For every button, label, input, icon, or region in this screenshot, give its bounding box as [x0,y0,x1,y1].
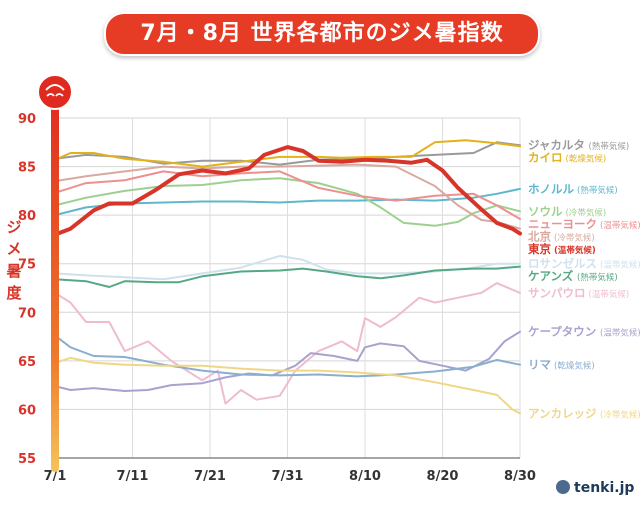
series-line [54,141,521,166]
legend-climate: (熱帯気候) [577,272,618,283]
legend-climate: (温帯気候) [600,328,640,339]
legend-city: 東京 [528,242,551,256]
series-line [53,145,522,237]
legend-city: ジャカルタ [528,138,585,152]
series-line [54,177,521,227]
logo-text: tenki.jp [574,480,635,496]
legend-entry: 東京 (温帯気候) [528,242,596,256]
legend-entry: ホノルル (熱帯気候) [528,182,618,196]
legend-city: カイロ [528,151,563,165]
y-tick-label: 75 [18,258,36,273]
legend-climate: (冷帯気候) [600,409,640,420]
legend-city: アンカレッジ [528,406,597,420]
legend-city: ケープタウン [528,325,596,339]
y-tick-label: 90 [18,112,36,127]
thermometer-tube [51,92,59,472]
legend-climate: (熱帯気候) [589,141,630,152]
y-label-char: ジ [6,218,21,236]
series-line [54,356,521,415]
legend-entry: ジャカルタ (熱帯気候) [528,138,629,152]
bulb-eyes-icon [46,93,64,97]
series-lines [53,139,522,415]
legend-entry: カイロ (乾燥気候) [528,151,606,165]
legend-climate: (乾燥気候) [554,361,595,372]
series-line [54,265,521,288]
series-line [54,139,521,168]
y-tick-label: 80 [18,209,36,224]
y-label-char: 度 [6,284,22,302]
series-line [54,163,521,230]
legend-city: ソウル [528,204,563,218]
x-tick-label: 8/30 [504,469,536,484]
tenki-logo[interactable]: tenki.jp [556,480,634,496]
bulb-face-icon [45,84,65,91]
axis-tick-labels: 55 60 65 70 75 80 85 90 7/1 7/11 7/21 7/31 8/10 8/20 8… [18,112,536,484]
legend-city: ホノルル [528,182,574,196]
thermometer-bulb [37,74,73,110]
x-tick-label: 7/31 [272,469,304,484]
legend-entry: サンパウロ (温帯気候) [528,286,629,300]
legend-climate: (熱帯気候) [577,185,618,196]
legend-entry: アンカレッジ (冷帯気候) [528,406,640,420]
legend-climate: (温帯気候) [589,289,630,300]
y-label-char: メ [6,240,21,258]
legend-entry: ケアンズ (熱帯気候) [528,269,618,283]
legend-city: 北京 [528,229,551,243]
legend-labels: ジャカルタ (熱帯気候)カイロ (乾燥気候)ホノルル (熱帯気候)ソウル (冷帯気候)ニ… [528,138,640,420]
legend-entry: ロサンゼルス (温帯気候) [528,257,640,271]
thermometer-axis [37,74,73,472]
legend-entry: ニューヨーク (温帯気候) [528,217,640,231]
y-tick-label: 65 [18,355,36,370]
x-tick-label: 7/1 [44,469,67,484]
legend-entry: リマ (乾燥気候) [528,358,595,372]
series-line [54,330,521,392]
legend-city: ケアンズ [528,269,574,283]
logo-icon [556,480,570,494]
y-label-char: 暑 [6,262,21,280]
legend-climate: (乾燥気候) [566,154,607,165]
x-tick-label: 7/11 [117,469,149,484]
series-line [54,282,521,405]
legend-entry: ケープタウン (温帯気候) [528,325,640,339]
chart-title: 7月・8月 世界各都市のジメ暑指数 [104,12,540,56]
legend-city: サンパウロ [528,286,586,300]
legend-climate: (冷帯気候) [566,207,607,218]
legend-climate: (温帯気候) [600,260,640,271]
legend-climate: (冷帯気候) [554,232,595,243]
legend-climate: (温帯気候) [600,220,640,231]
y-tick-label: 70 [18,306,36,321]
legend-climate: (温帯気候) [554,245,596,256]
legend-city: ニューヨーク [528,217,597,231]
y-tick-label: 85 [18,161,36,176]
series-line [54,334,521,378]
legend-city: リマ [528,358,551,372]
legend-entry: ソウル (冷帯気候) [528,204,606,218]
x-tick-label: 8/20 [427,469,459,484]
legend-city: ロサンゼルス [528,257,597,271]
y-tick-label: 55 [18,452,36,467]
x-tick-label: 7/21 [194,469,226,484]
legend-entry: 北京 (冷帯気候) [528,229,595,243]
x-tick-label: 8/10 [349,469,381,484]
y-tick-label: 60 [18,403,36,418]
